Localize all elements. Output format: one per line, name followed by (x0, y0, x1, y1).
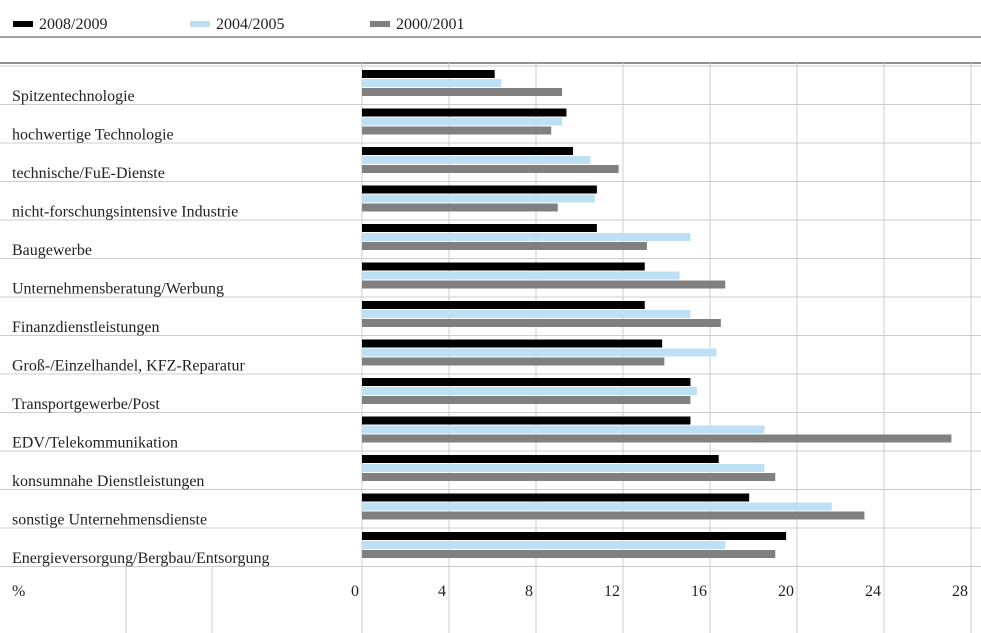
x-tick-label: 4 (438, 583, 446, 600)
y-tick-label: technische/FuE-Dienste (12, 165, 165, 182)
bar (362, 194, 595, 203)
bar (362, 88, 563, 96)
y-tick-label: Finanzdienstleistungen (12, 319, 160, 336)
bar (362, 147, 573, 155)
legend-swatch (370, 21, 390, 27)
x-tick-label: 20 (778, 583, 794, 600)
bar (362, 126, 552, 135)
y-tick-label: konsumnahe Dienstleistungen (12, 473, 204, 490)
legend-swatch (13, 21, 33, 27)
bar (362, 165, 619, 173)
legend-label: 2008/2009 (39, 16, 107, 33)
bar (362, 203, 558, 212)
bar (362, 319, 721, 327)
bar (362, 378, 691, 386)
bar (362, 493, 750, 502)
bar (362, 262, 645, 271)
x-tick-label: 28 (952, 583, 968, 600)
bar (362, 271, 680, 280)
bar (362, 185, 597, 194)
y-tick-label: Energieversorgung/Bergbau/Entsorgung (12, 550, 269, 567)
bar (362, 79, 502, 87)
legend-label: 2000/2001 (396, 16, 464, 33)
y-tick-label: Transportgewerbe/Post (12, 396, 160, 413)
bar (362, 70, 495, 78)
bar (362, 156, 591, 164)
legend-label: 2004/2005 (216, 16, 284, 33)
bar (362, 434, 952, 443)
bar (362, 310, 691, 318)
bar (362, 242, 647, 250)
bar (362, 550, 776, 558)
bar (362, 511, 865, 520)
bar (362, 108, 567, 117)
bar (362, 464, 765, 472)
unit-label: % (12, 583, 25, 600)
y-tick-label: nicht-forschungsintensive Industrie (12, 204, 238, 221)
y-tick-label: hochwertige Technologie (12, 127, 174, 144)
bar (362, 396, 691, 404)
bar (362, 339, 663, 348)
bar (362, 387, 697, 395)
bar (362, 473, 776, 481)
y-tick-label: Baugewerbe (12, 242, 92, 259)
y-tick-label: Groß-/Einzelhandel, KFZ-Reparatur (12, 358, 245, 375)
x-tick-label: 0 (351, 583, 359, 600)
x-tick-label: 8 (525, 583, 533, 600)
bar (362, 541, 726, 549)
y-tick-label: Unternehmensberatung/Werbung (12, 281, 224, 298)
bar (362, 357, 665, 366)
bar (362, 455, 719, 463)
bar (362, 280, 726, 289)
y-tick-label: EDV/Telekommunikation (12, 435, 178, 452)
bar (362, 224, 597, 232)
bar (362, 117, 563, 126)
y-tick-label: Spitzentechnologie (12, 88, 135, 105)
bar (362, 425, 765, 434)
x-tick-label: 16 (691, 583, 707, 600)
bar (362, 301, 645, 309)
y-tick-label: sonstige Unternehmensdienste (12, 512, 207, 529)
bar (362, 233, 691, 241)
bar (362, 348, 717, 357)
x-tick-label: 12 (604, 583, 620, 600)
x-tick-label: 24 (865, 583, 881, 600)
bar (362, 502, 832, 511)
bar (362, 416, 691, 425)
legend-swatch (190, 21, 210, 27)
bar (362, 532, 787, 540)
